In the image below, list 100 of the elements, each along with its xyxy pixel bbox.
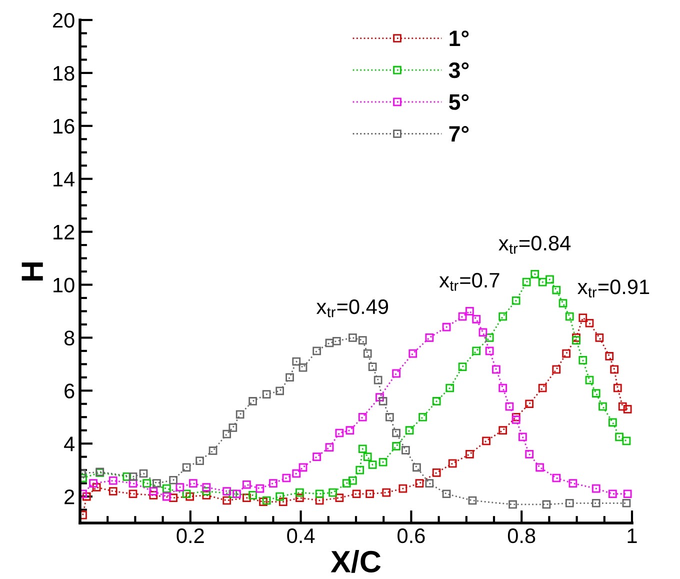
point	[152, 479, 161, 488]
point	[228, 424, 238, 432]
point	[482, 436, 490, 446]
point	[342, 479, 351, 488]
point	[618, 402, 627, 411]
point	[312, 452, 321, 461]
point	[296, 488, 304, 497]
point	[348, 334, 357, 342]
point	[565, 312, 574, 321]
point	[182, 490, 191, 498]
y-axis-title: H	[22, 262, 43, 280]
point	[358, 412, 367, 422]
point	[82, 492, 91, 501]
point	[415, 479, 424, 488]
point	[276, 492, 284, 501]
y-tick-label: 6	[64, 384, 74, 398]
point	[248, 397, 257, 406]
point	[466, 450, 474, 458]
point	[196, 456, 204, 465]
point	[538, 384, 547, 392]
point	[512, 416, 520, 424]
point	[558, 299, 568, 308]
point	[269, 479, 278, 488]
point	[325, 338, 334, 348]
point	[352, 490, 361, 498]
point	[169, 476, 178, 484]
point	[613, 384, 622, 392]
point	[615, 432, 624, 442]
point	[592, 498, 600, 508]
point	[622, 436, 631, 446]
y-tick-label: 8	[64, 330, 74, 346]
point	[382, 488, 391, 497]
point	[536, 463, 544, 472]
point	[89, 479, 98, 488]
point	[188, 479, 198, 488]
point	[538, 278, 547, 286]
y-tick-label: 2	[64, 490, 74, 504]
point	[128, 490, 138, 498]
point	[392, 369, 400, 378]
point	[425, 334, 434, 342]
point	[182, 463, 191, 472]
annotation: x$_{tr}$=0.7	[439, 272, 500, 291]
point	[498, 426, 507, 435]
point	[248, 491, 257, 500]
y-tick-label: 12	[54, 224, 74, 240]
point	[405, 426, 414, 435]
point	[402, 446, 410, 454]
point	[358, 444, 367, 454]
x-tick-label: 0.4	[287, 528, 315, 544]
point	[442, 490, 451, 498]
point	[622, 498, 631, 508]
point	[149, 491, 158, 500]
legend-label: 1°	[450, 30, 469, 46]
point	[562, 349, 570, 358]
point	[376, 393, 384, 402]
point	[315, 496, 324, 505]
point	[552, 474, 561, 482]
point	[228, 490, 238, 498]
point	[466, 307, 474, 316]
legend-label: 7°	[449, 126, 469, 142]
point	[392, 442, 400, 450]
point	[518, 432, 527, 442]
point	[472, 314, 481, 324]
point	[585, 318, 594, 328]
point	[315, 490, 324, 498]
point	[592, 484, 600, 493]
point	[298, 363, 308, 372]
point	[498, 312, 507, 321]
point	[122, 472, 132, 481]
point	[202, 491, 211, 500]
y-tick-label: 14	[54, 172, 75, 186]
point	[162, 492, 171, 501]
point	[485, 334, 494, 342]
y-tick-label: 18	[54, 66, 74, 81]
point	[468, 496, 477, 505]
point	[128, 472, 138, 481]
point	[298, 463, 308, 472]
point	[162, 484, 171, 493]
point	[448, 459, 457, 468]
point	[498, 384, 507, 392]
point	[108, 487, 118, 496]
point	[363, 452, 372, 461]
point	[325, 443, 334, 452]
y-tick-label: 10	[54, 278, 74, 292]
point	[292, 357, 301, 366]
point	[425, 479, 434, 488]
point	[236, 410, 244, 419]
point	[108, 476, 118, 485]
point	[530, 270, 540, 278]
x-tick-label: 0.6	[398, 528, 425, 544]
y-tick-label: 20	[53, 13, 74, 28]
point	[296, 494, 304, 502]
point	[368, 362, 377, 371]
point	[262, 496, 271, 505]
point	[485, 346, 494, 356]
x-tick-label: 0.8	[508, 528, 536, 544]
point	[202, 487, 211, 496]
point	[276, 386, 284, 396]
point	[186, 492, 194, 501]
point	[446, 384, 454, 392]
